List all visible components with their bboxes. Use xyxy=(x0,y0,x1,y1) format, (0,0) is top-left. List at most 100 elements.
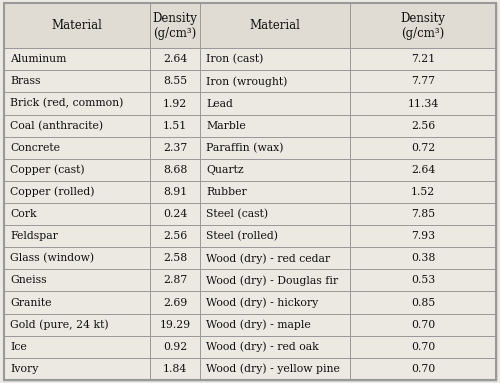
Bar xyxy=(350,3,496,48)
Text: 19.29: 19.29 xyxy=(160,320,190,330)
Bar xyxy=(200,159,350,181)
Bar xyxy=(200,137,350,159)
Text: Quartz: Quartz xyxy=(206,165,244,175)
Bar xyxy=(350,92,496,115)
Text: 2.69: 2.69 xyxy=(163,298,187,308)
Bar xyxy=(4,70,150,92)
Bar xyxy=(4,225,150,247)
Text: Iron (wrought): Iron (wrought) xyxy=(206,76,288,87)
Text: 2.37: 2.37 xyxy=(163,143,187,153)
Text: 7.77: 7.77 xyxy=(411,77,435,87)
Bar xyxy=(200,358,350,380)
Bar xyxy=(150,203,200,225)
Text: 7.93: 7.93 xyxy=(411,231,435,241)
Text: 0.53: 0.53 xyxy=(411,275,435,285)
Bar xyxy=(200,314,350,336)
Text: Steel (cast): Steel (cast) xyxy=(206,209,268,219)
Bar xyxy=(4,314,150,336)
Bar xyxy=(150,92,200,115)
Bar xyxy=(350,291,496,314)
Bar xyxy=(4,92,150,115)
Bar xyxy=(200,115,350,137)
Text: 7.85: 7.85 xyxy=(411,209,435,219)
Text: 0.38: 0.38 xyxy=(411,253,435,264)
Text: Coal (anthracite): Coal (anthracite) xyxy=(10,121,103,131)
Bar xyxy=(150,159,200,181)
Text: Copper (cast): Copper (cast) xyxy=(10,165,85,175)
Text: Concrete: Concrete xyxy=(10,143,60,153)
Bar xyxy=(200,70,350,92)
Bar xyxy=(150,48,200,70)
Text: 2.64: 2.64 xyxy=(411,165,435,175)
Bar xyxy=(350,70,496,92)
Text: Wood (dry) - red cedar: Wood (dry) - red cedar xyxy=(206,253,330,264)
Text: 2.87: 2.87 xyxy=(163,275,187,285)
Text: Aluminum: Aluminum xyxy=(10,54,66,64)
Bar xyxy=(200,203,350,225)
Bar xyxy=(350,181,496,203)
Text: Feldspar: Feldspar xyxy=(10,231,58,241)
Text: Lead: Lead xyxy=(206,98,233,108)
Bar xyxy=(350,225,496,247)
Bar xyxy=(4,115,150,137)
Text: Granite: Granite xyxy=(10,298,51,308)
Bar xyxy=(150,115,200,137)
Text: Density
(g/cm³): Density (g/cm³) xyxy=(152,11,198,40)
Text: 0.70: 0.70 xyxy=(411,364,435,374)
Bar xyxy=(150,137,200,159)
Bar xyxy=(200,181,350,203)
Bar xyxy=(4,3,150,48)
Bar xyxy=(200,3,350,48)
Text: Ivory: Ivory xyxy=(10,364,38,374)
Text: 0.92: 0.92 xyxy=(163,342,187,352)
Bar xyxy=(4,48,150,70)
Text: Gneiss: Gneiss xyxy=(10,275,46,285)
Text: Cork: Cork xyxy=(10,209,36,219)
Text: Iron (cast): Iron (cast) xyxy=(206,54,264,64)
Bar xyxy=(4,203,150,225)
Bar xyxy=(150,3,200,48)
Text: 1.84: 1.84 xyxy=(163,364,187,374)
Bar xyxy=(350,358,496,380)
Bar xyxy=(150,225,200,247)
Text: Steel (rolled): Steel (rolled) xyxy=(206,231,278,241)
Bar xyxy=(200,92,350,115)
Text: Wood (dry) - red oak: Wood (dry) - red oak xyxy=(206,342,319,352)
Text: 1.52: 1.52 xyxy=(411,187,435,197)
Bar xyxy=(200,269,350,291)
Text: 1.92: 1.92 xyxy=(163,98,187,108)
Text: 0.24: 0.24 xyxy=(163,209,187,219)
Bar xyxy=(4,247,150,269)
Bar xyxy=(350,203,496,225)
Bar xyxy=(200,48,350,70)
Bar xyxy=(4,159,150,181)
Text: 0.85: 0.85 xyxy=(411,298,435,308)
Text: Wood (dry) - Douglas fir: Wood (dry) - Douglas fir xyxy=(206,275,338,286)
Text: 2.56: 2.56 xyxy=(163,231,187,241)
Text: 2.64: 2.64 xyxy=(163,54,187,64)
Text: Paraffin (wax): Paraffin (wax) xyxy=(206,142,284,153)
Bar xyxy=(350,247,496,269)
Text: 11.34: 11.34 xyxy=(408,98,438,108)
Bar xyxy=(4,137,150,159)
Bar xyxy=(350,115,496,137)
Bar xyxy=(4,181,150,203)
Bar xyxy=(150,358,200,380)
Text: 0.70: 0.70 xyxy=(411,342,435,352)
Text: 8.91: 8.91 xyxy=(163,187,187,197)
Bar xyxy=(200,247,350,269)
Text: Copper (rolled): Copper (rolled) xyxy=(10,187,94,197)
Text: 0.72: 0.72 xyxy=(411,143,435,153)
Text: 0.70: 0.70 xyxy=(411,320,435,330)
Text: Wood (dry) - yellow pine: Wood (dry) - yellow pine xyxy=(206,363,340,374)
Bar xyxy=(350,159,496,181)
Bar xyxy=(4,358,150,380)
Text: Material: Material xyxy=(52,19,102,32)
Bar xyxy=(350,336,496,358)
Text: Material: Material xyxy=(250,19,300,32)
Text: Marble: Marble xyxy=(206,121,246,131)
Text: 1.51: 1.51 xyxy=(163,121,187,131)
Bar xyxy=(200,291,350,314)
Bar xyxy=(4,336,150,358)
Bar xyxy=(150,314,200,336)
